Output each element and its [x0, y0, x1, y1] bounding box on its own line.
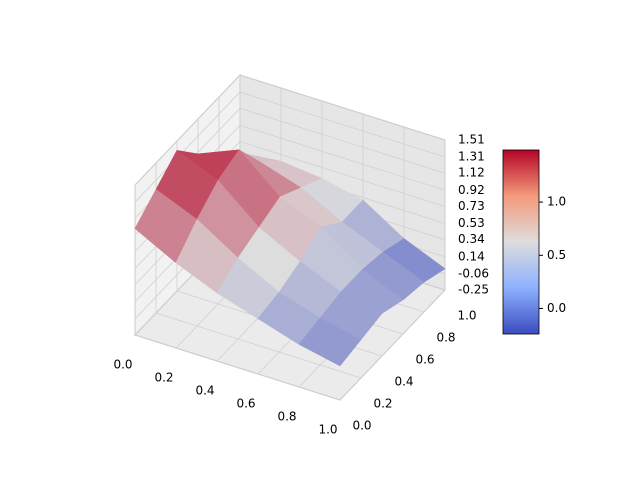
grid-line	[239, 124, 446, 191]
y-tick-label: 0.4	[394, 375, 413, 389]
grid-line	[155, 312, 362, 379]
z-tick-label: -0.25	[458, 283, 489, 297]
grid-line	[134, 91, 241, 203]
grid-line	[239, 74, 446, 141]
z-tick-label: 1.12	[458, 166, 485, 180]
z-tick-label: 0.34	[458, 232, 485, 246]
x-tick-label: 0.8	[277, 410, 296, 424]
x-tick-label: 0.2	[154, 371, 173, 385]
z-tick-label: 0.53	[458, 216, 485, 230]
colorbar	[502, 149, 540, 335]
x-tick-label: 0.4	[195, 384, 214, 398]
x-tick-label: 0.0	[113, 358, 132, 372]
z-tick-label: 1.31	[458, 150, 485, 164]
z-tick-label: 0.73	[458, 199, 485, 213]
grid-line	[339, 289, 446, 401]
surface	[134, 149, 446, 367]
y-tick-label: 0.8	[436, 331, 455, 345]
grid-line	[239, 107, 446, 174]
y-tick-label: 0.6	[415, 353, 434, 367]
surface-face	[298, 317, 362, 367]
z-tick-label: -0.06	[458, 266, 489, 280]
colorbar-tick-label: 0.5	[547, 248, 566, 262]
grid-line	[239, 91, 446, 158]
z-tick-label: 0.14	[458, 249, 485, 263]
z-tick-label: 1.51	[458, 133, 485, 147]
grid-line	[239, 141, 446, 207]
colorbar-tick-label: 0.0	[547, 301, 566, 315]
y-tick-label: 0.0	[352, 419, 371, 433]
colorbar-tick-label: 1.0	[547, 195, 566, 209]
y-tick-label: 1.0	[457, 309, 476, 323]
grid-line	[134, 334, 341, 401]
grid-line	[134, 74, 241, 186]
y-tick-label: 0.2	[373, 397, 392, 411]
axis-labels: 0.00.20.40.60.81.0 0.00.20.40.60.81.0-0.2…	[113, 133, 489, 437]
colorbar-ticks: 0.0 0.5 1.0	[539, 195, 566, 315]
x-tick-label: 1.0	[318, 423, 337, 437]
x-tick-label: 0.6	[236, 397, 255, 411]
z-tick-label: 0.92	[458, 183, 485, 197]
